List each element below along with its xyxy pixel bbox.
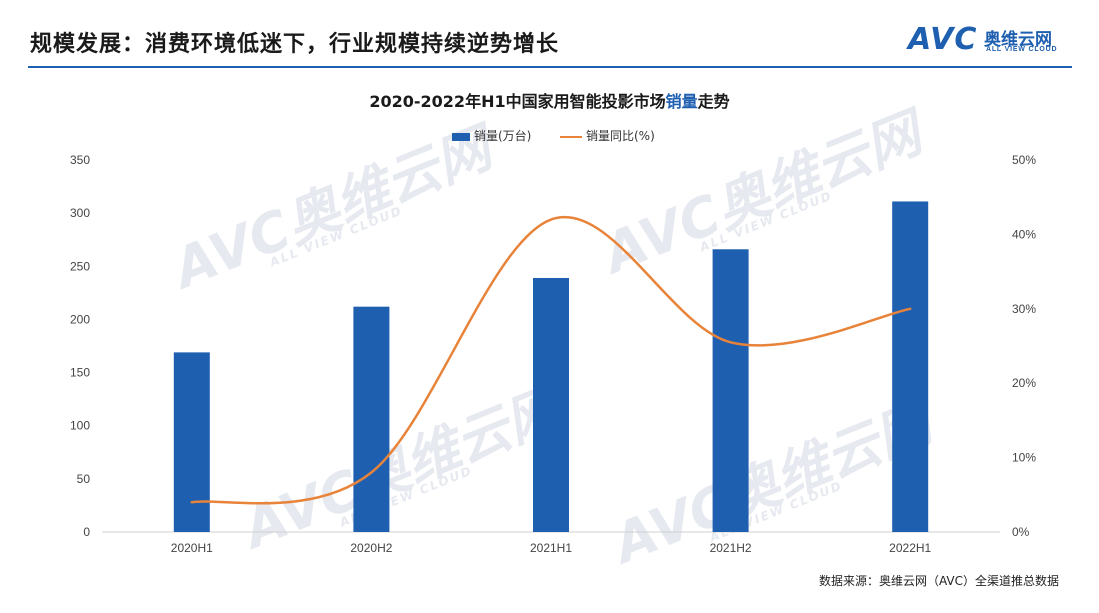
y-left-tick-label: 250 — [70, 259, 90, 273]
x-tick-label: 2021H2 — [710, 541, 752, 555]
x-tick-label: 2020H1 — [171, 541, 213, 555]
y-left-tick-label: 100 — [70, 419, 90, 433]
y-right-tick-label: 0% — [1012, 525, 1030, 539]
y-left-tick-label: 150 — [70, 366, 90, 380]
bar — [533, 278, 569, 532]
bar — [713, 249, 749, 532]
y-right-tick-label: 40% — [1012, 227, 1036, 241]
bar — [353, 307, 389, 532]
y-left-tick-label: 350 — [70, 153, 90, 167]
y-left-tick-label: 200 — [70, 312, 90, 326]
x-tick-label: 2021H1 — [530, 541, 572, 555]
y-left-tick-label: 0 — [83, 525, 90, 539]
source-note: 数据来源：奥维云网（AVC）全渠道推总数据 — [819, 572, 1059, 589]
y-left-tick-label: 50 — [77, 472, 91, 486]
bar — [174, 352, 210, 532]
y-right-tick-label: 50% — [1012, 153, 1036, 167]
bar — [892, 201, 928, 532]
x-tick-label: 2022H1 — [889, 541, 931, 555]
y-right-tick-label: 20% — [1012, 376, 1036, 390]
x-tick-label: 2020H2 — [350, 541, 392, 555]
y-left-tick-label: 300 — [70, 206, 90, 220]
y-right-tick-label: 10% — [1012, 451, 1036, 465]
y-right-tick-label: 30% — [1012, 302, 1036, 316]
